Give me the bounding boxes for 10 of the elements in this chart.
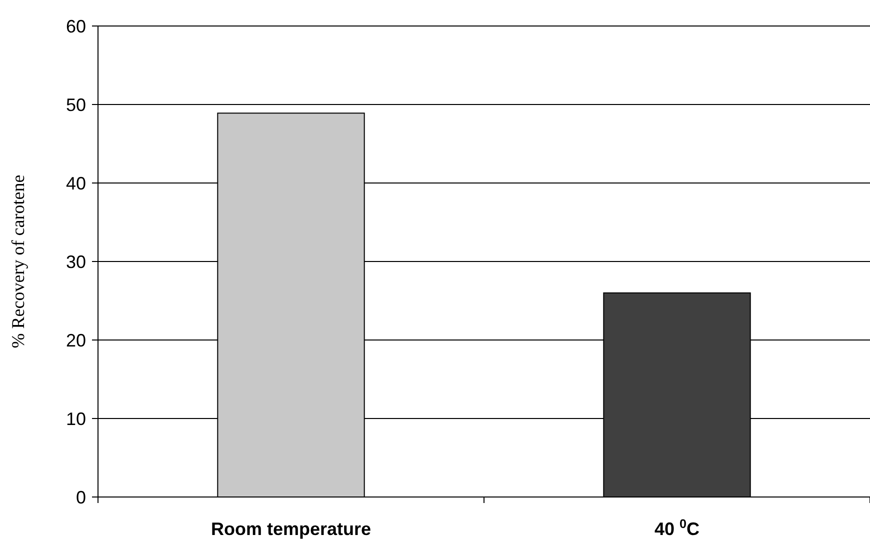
y-tick-label: 30	[66, 252, 86, 272]
y-tick-label: 0	[76, 487, 86, 508]
y-tick-label: 50	[66, 94, 86, 115]
y-axis-title: % Recovery of carotene	[8, 174, 28, 348]
y-tick-label: 60	[66, 16, 86, 36]
x-tick-label: 40 $^{0}$C	[654, 517, 700, 539]
y-tick-label: 40	[66, 173, 86, 194]
y-tick-label: 20	[66, 330, 86, 350]
x-tick-label: Room temperature	[210, 519, 372, 539]
y-tick-label: 10	[66, 408, 86, 429]
